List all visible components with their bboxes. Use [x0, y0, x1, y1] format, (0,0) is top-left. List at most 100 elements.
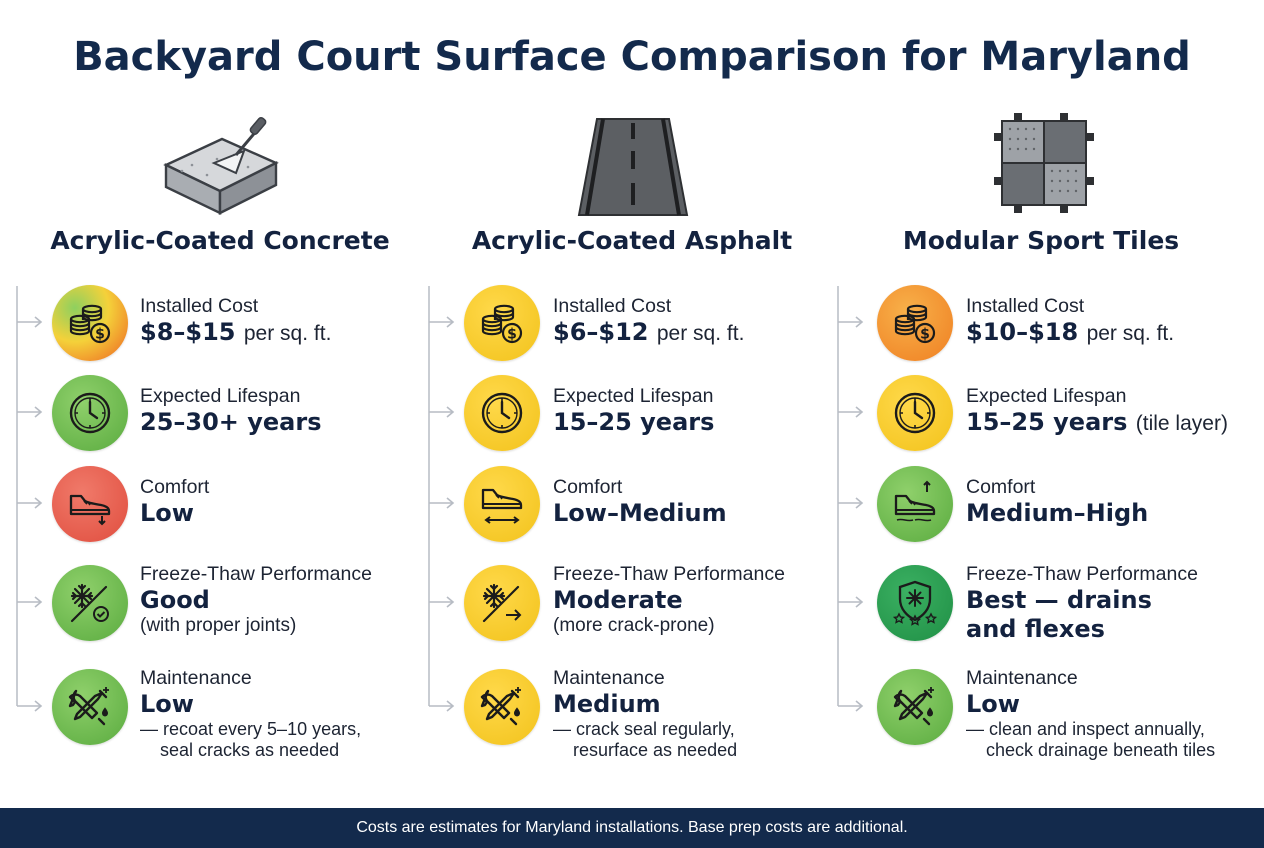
metric-value: Low [140, 690, 194, 718]
coins-dollar-icon [481, 304, 523, 344]
metric-text: Freeze-Thaw Performance Moderate (more c… [553, 563, 785, 637]
arrow-right-icon [837, 700, 863, 712]
metric-comfort: Comfort Low–Medium [427, 466, 837, 556]
arrow-right-icon [837, 497, 863, 509]
metric-freeze-thaw: Freeze-Thaw Performance Best — drains an… [836, 563, 1246, 655]
metric-value: 25–30+ years [140, 408, 322, 436]
metric-text: Freeze-Thaw Performance Best — drains an… [966, 563, 1198, 644]
arrow-right-icon [16, 497, 42, 509]
metric-value: Good [140, 586, 210, 614]
metric-label: Expected Lifespan [553, 385, 714, 407]
shoe-sideways-icon [481, 488, 523, 524]
arrow-right-icon [428, 316, 454, 328]
arrow-right-icon [428, 406, 454, 418]
metric-text: Expected Lifespan 15–25 years [553, 385, 714, 437]
metric-text: Installed Cost $10–$18 per sq. ft. [966, 295, 1174, 348]
metric-lifespan: Expected Lifespan 15–25 years (tile laye… [836, 375, 1246, 465]
cost-unit: per sq. ft. [656, 322, 745, 345]
metric-label: Expected Lifespan [140, 385, 301, 407]
clock-icon [894, 392, 936, 434]
shoe-down-icon [69, 494, 111, 526]
rail [16, 286, 18, 706]
metric-value: 15–25 years [553, 408, 715, 436]
column-title: Modular Sport Tiles [902, 226, 1180, 255]
metric-note: (with proper joints) [140, 615, 297, 636]
tools-icon [893, 685, 936, 726]
metric-freeze-thaw: Freeze-Thaw Performance Moderate (more c… [427, 563, 837, 655]
arrow-right-icon [16, 596, 42, 608]
comfort-indicator [877, 466, 953, 542]
freeze-thaw-indicator [464, 565, 540, 641]
tools-icon [480, 685, 523, 726]
metric-installed-cost: Installed Cost $8–$15 per sq. ft. [15, 285, 425, 375]
metric-label: Maintenance [140, 667, 252, 689]
asphalt-road-illustration [577, 118, 689, 216]
lifespan-qualifier: (tile layer) [1135, 412, 1228, 435]
metric-text: Comfort Low [140, 476, 209, 528]
shoe-up-icon [894, 480, 936, 522]
metric-comfort: Comfort Medium–High [836, 466, 1246, 556]
metric-label: Maintenance [553, 667, 665, 689]
arrow-right-icon [16, 406, 42, 418]
arrow-right-icon [837, 316, 863, 328]
cost-unit: per sq. ft. [243, 322, 332, 345]
metric-text: Installed Cost $6–$12 per sq. ft. [553, 295, 744, 348]
metric-note: — clean and inspect annually, [966, 719, 1205, 739]
cost-indicator [464, 285, 540, 361]
coins-dollar-icon [894, 304, 936, 344]
metric-text: Comfort Medium–High [966, 476, 1148, 528]
lifespan-indicator [877, 375, 953, 451]
rail [428, 286, 430, 706]
cost-unit: per sq. ft. [1086, 322, 1175, 345]
arrow-right-icon [428, 497, 454, 509]
metric-value: $10–$18 per sq. ft. [966, 318, 1174, 348]
column-concrete: Acrylic-Coated Concrete Installed Cost $… [15, 0, 425, 800]
metric-value: Low–Medium [553, 499, 727, 527]
metric-value: 15–25 years (tile layer) [966, 408, 1228, 438]
metric-label: Comfort [966, 476, 1036, 498]
interlocking-tiles-illustration [994, 113, 1094, 213]
metric-text: Comfort Low–Medium [553, 476, 727, 528]
metric-text: Expected Lifespan 15–25 years (tile laye… [966, 385, 1228, 438]
metric-freeze-thaw: Freeze-Thaw Performance Good (with prope… [15, 563, 425, 655]
metric-installed-cost: Installed Cost $10–$18 per sq. ft. [836, 285, 1246, 375]
arrow-right-icon [837, 406, 863, 418]
coins-dollar-icon [69, 304, 111, 344]
metric-comfort: Comfort Low [15, 466, 425, 556]
metric-note: resurface as needed [573, 740, 738, 760]
comfort-indicator [464, 466, 540, 542]
metric-text: Installed Cost $8–$15 per sq. ft. [140, 295, 331, 348]
clock-icon [69, 392, 111, 434]
metric-label: Installed Cost [553, 295, 672, 317]
metric-text: Maintenance Low — recoat every 5–10 year… [140, 667, 361, 761]
metric-label: Installed Cost [966, 295, 1085, 317]
metric-maintenance: Maintenance Low — recoat every 5–10 year… [15, 667, 425, 761]
maintenance-indicator [877, 669, 953, 745]
metric-value: Medium–High [966, 499, 1149, 527]
cost-range: $8–$15 [140, 318, 236, 346]
metric-value: Low [966, 690, 1020, 718]
metric-label: Installed Cost [140, 295, 259, 317]
freeze-thaw-indicator [877, 565, 953, 641]
snowflake-shield-icon [892, 580, 938, 626]
lifespan-indicator [464, 375, 540, 451]
column-title: Acrylic-Coated Concrete [50, 226, 390, 255]
column-modular-tiles: Modular Sport Tiles Installed Cost $10–$… [836, 0, 1246, 800]
arrow-right-icon [16, 700, 42, 712]
arrow-right-icon [428, 596, 454, 608]
cost-range: $10–$18 [966, 318, 1079, 346]
metric-note: (more crack-prone) [553, 615, 715, 636]
cost-range: $6–$12 [553, 318, 649, 346]
metric-value: Best — drains [966, 586, 1152, 614]
lifespan-indicator [52, 375, 128, 451]
clock-icon [481, 392, 523, 434]
concrete-slab-trowel-illustration [163, 117, 279, 215]
metric-label: Comfort [553, 476, 623, 498]
metric-label: Maintenance [966, 667, 1078, 689]
metric-text: Maintenance Low — clean and inspect annu… [966, 667, 1215, 761]
metric-value-continued: and flexes [966, 615, 1105, 643]
page-title: Backyard Court Surface Comparison for Ma… [73, 34, 1191, 80]
arrow-right-icon [428, 700, 454, 712]
metric-value: Low [140, 499, 194, 527]
lifespan-value: 15–25 years [966, 408, 1128, 436]
